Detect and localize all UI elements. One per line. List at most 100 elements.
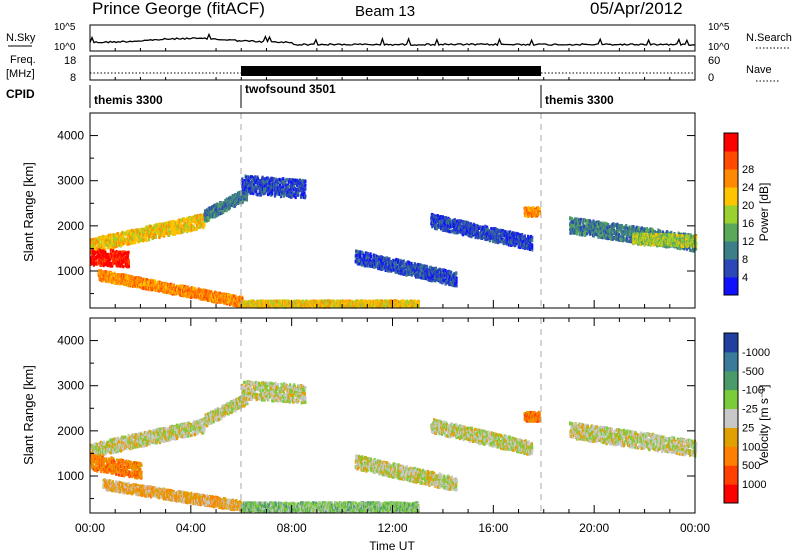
scatter-cell — [203, 218, 207, 222]
scatter-cell — [94, 257, 97, 261]
scatter-cell — [168, 233, 171, 237]
cpid-segment-3: themis 3300 — [545, 93, 614, 107]
scatter-cell — [186, 287, 189, 291]
scatter-cell — [278, 190, 281, 194]
scatter-cell — [241, 296, 244, 300]
scatter-cell — [274, 185, 277, 190]
scatter-cell — [100, 261, 103, 265]
scatter-cell — [115, 238, 118, 242]
scatter-cell — [154, 228, 157, 233]
scatter-cell — [206, 216, 209, 220]
scatter-cell — [282, 177, 285, 181]
scatter-cell — [96, 249, 100, 253]
scatter-cell — [238, 298, 241, 302]
scatter-cell — [100, 251, 103, 255]
freq-label-2: [MHz] — [6, 68, 35, 80]
scatter-cell — [267, 176, 270, 180]
scatter-cell — [270, 190, 273, 194]
scatter-cell — [225, 297, 228, 301]
nsearch-label: N.Search — [746, 32, 792, 44]
nsky-label: N.Sky — [6, 32, 36, 44]
scatter-cell — [247, 179, 250, 183]
scatter-cell — [126, 262, 129, 266]
scatter-cell — [107, 260, 110, 264]
scatter-cell — [216, 213, 219, 217]
freq-tick-bottom: 8 — [70, 72, 76, 84]
scatter-cell — [202, 226, 205, 230]
scatter-cell — [310, 304, 313, 308]
scatter-cell — [251, 176, 254, 180]
scatter-cell — [243, 187, 246, 191]
scatter-cell — [158, 231, 162, 235]
nsearch-tick-top: 10^5 — [708, 22, 730, 33]
scatter-cell — [303, 185, 306, 189]
scatter-cell — [142, 286, 145, 290]
scatter-cell — [154, 235, 157, 239]
scatter-cell — [241, 200, 244, 204]
scatter-cell — [189, 219, 192, 224]
scatter-cell — [273, 194, 277, 198]
scatter-cell — [357, 255, 360, 259]
scatter-cell — [146, 234, 149, 238]
scatter-cell — [232, 194, 235, 198]
scatter-cell — [379, 261, 382, 265]
scatter-cell — [117, 278, 120, 282]
scatter-cell — [293, 185, 296, 189]
scatter-cell — [108, 257, 112, 262]
scatter-cell — [118, 253, 121, 257]
scatter-cell — [152, 235, 156, 239]
scatter-cell — [304, 187, 307, 191]
scatter-cell — [188, 215, 191, 220]
scatter-cell — [282, 181, 285, 185]
scatter-cell — [262, 184, 265, 188]
scatter-cell — [98, 239, 101, 243]
scatter-cell — [165, 286, 168, 290]
scatter-cell — [154, 279, 157, 283]
scatter-cell — [195, 214, 198, 218]
scatter-cell — [117, 261, 120, 265]
scatter-cell — [194, 287, 197, 291]
scatter-cell — [253, 183, 256, 187]
scatter-cell — [243, 179, 246, 183]
scatter-cell — [329, 301, 333, 305]
scatter-cell — [96, 255, 100, 259]
scatter-cell — [212, 211, 215, 215]
nave-tick-top: 60 — [708, 55, 720, 67]
scatter-cell — [244, 188, 248, 192]
scatter-cell — [246, 192, 249, 196]
scatter-cell — [152, 280, 155, 284]
scatter-cell — [177, 285, 180, 289]
freq-tick-top: 18 — [64, 55, 76, 67]
scatter-cell — [304, 194, 307, 198]
scatter-cell — [288, 188, 291, 192]
scatter-cell — [227, 300, 231, 305]
scatter-cell — [263, 191, 266, 195]
scatter-cell — [383, 305, 386, 309]
scatter-cell — [280, 180, 283, 184]
freq-trace — [241, 66, 541, 76]
scatter-cell — [122, 236, 125, 240]
scatter-cell — [178, 231, 181, 235]
station-title: Prince George (fitACF) — [92, 0, 265, 18]
scatter-cell — [140, 237, 143, 241]
scatter-cell — [233, 297, 236, 301]
scatter-cell — [202, 288, 205, 292]
scatter-cell — [387, 269, 390, 273]
scatter-cell — [312, 299, 316, 303]
scatter-cell — [138, 230, 141, 234]
nsky-tick-bottom: 10^0 — [54, 42, 76, 53]
scatter-cell — [114, 244, 117, 248]
scatter-cell — [153, 232, 156, 236]
scatter-cell — [380, 299, 384, 303]
scatter-cell — [170, 221, 173, 225]
scatter-cell — [214, 211, 217, 215]
scatter-cell — [267, 192, 270, 197]
scatter-cell — [207, 289, 210, 293]
scatter-cell — [244, 300, 247, 305]
scatter-cell — [283, 193, 286, 197]
scatter-cell — [381, 261, 384, 265]
scatter-cell — [113, 245, 116, 249]
scatter-cell — [290, 178, 293, 182]
scatter-cell — [131, 241, 134, 245]
scatter-cell — [359, 253, 362, 257]
